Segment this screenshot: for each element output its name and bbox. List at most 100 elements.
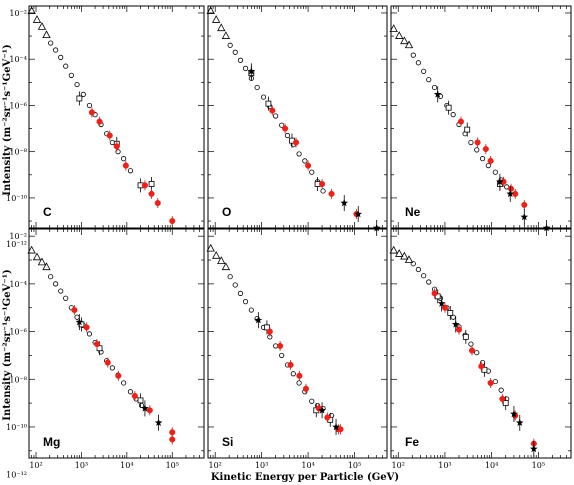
data-point-circle — [53, 47, 59, 53]
data-point-triangle — [217, 23, 226, 32]
data-point-triangle — [400, 251, 409, 260]
data-point-square — [76, 95, 83, 102]
data-point-circle — [273, 113, 279, 119]
data-point-circle — [320, 188, 326, 194]
panel-frame — [28, 5, 205, 229]
data-point-filled — [455, 326, 463, 333]
data-point-circle — [242, 65, 249, 72]
data-point-triangle — [206, 6, 215, 15]
x-tick-label: 10⁴ — [301, 461, 314, 470]
data-point-circle — [468, 341, 474, 347]
data-point-circle — [63, 295, 69, 301]
data-point-filled — [131, 392, 138, 399]
data-point-circle — [121, 380, 127, 386]
data-point-triangle — [42, 262, 51, 271]
data-point-filled — [146, 407, 153, 414]
data-point-triangle — [389, 24, 398, 33]
x-tick-label: 10⁵ — [166, 461, 179, 470]
data-point-star — [332, 422, 340, 431]
data-point-circle — [485, 162, 491, 169]
data-point-filled — [88, 109, 95, 116]
element-label: C — [43, 205, 52, 219]
data-point-circle — [48, 274, 54, 280]
element-label: O — [222, 205, 231, 219]
data-point-circle — [227, 274, 233, 280]
data-point-filled — [499, 395, 506, 402]
data-point-filled — [521, 201, 528, 208]
data-point-square — [148, 181, 155, 187]
data-point-triangle — [37, 22, 47, 30]
data-point-square — [265, 100, 272, 107]
data-point-filled — [71, 306, 78, 314]
data-point-filled — [431, 290, 438, 297]
data-point-circle — [115, 149, 121, 155]
data-point-triangle — [395, 249, 404, 257]
data-point-filled — [302, 385, 310, 392]
x-tick-label: 10⁵ — [348, 461, 361, 470]
data-point-circle — [232, 282, 238, 288]
data-point-triangle — [212, 15, 221, 23]
data-point-star — [433, 90, 442, 98]
data-point-filled — [113, 143, 120, 150]
data-point-square — [445, 104, 452, 111]
data-point-star — [515, 418, 524, 427]
x-tick-label: 10³ — [75, 461, 88, 470]
data-point-star — [506, 189, 515, 198]
data-point-filled — [319, 180, 326, 188]
data-point-filled — [482, 145, 489, 153]
data-point-star — [530, 444, 538, 453]
data-point-circle — [68, 72, 74, 78]
data-point-filled — [169, 436, 176, 443]
data-point-square — [447, 310, 454, 316]
data-point-star — [437, 299, 446, 307]
data-point-filled — [96, 118, 103, 125]
data-point-filled — [468, 347, 476, 354]
data-point-filled — [83, 324, 90, 331]
data-point-triangle — [404, 255, 414, 263]
data-point-filled — [169, 217, 176, 225]
data-point-filled — [141, 182, 148, 189]
data-point-circle — [426, 279, 432, 285]
data-point-filled — [122, 162, 129, 169]
y-tick-label: 10⁻⁴ — [9, 55, 27, 64]
x-tick-label: 10³ — [438, 461, 451, 470]
x-axis-label: Kinetic Energy per Particle (GeV) — [211, 472, 399, 483]
data-point-star — [154, 418, 163, 427]
data-point-filled — [93, 340, 101, 348]
y-tick-label: 10⁻¹² — [6, 471, 27, 480]
data-point-triangle — [212, 250, 221, 259]
data-point-filled — [266, 328, 273, 335]
data-point-circle — [309, 169, 315, 175]
data-point-triangle — [217, 256, 226, 265]
data-point-filled — [106, 132, 113, 139]
data-point-circle — [237, 290, 244, 296]
data-point-filled — [148, 190, 155, 197]
data-point-triangle — [400, 36, 409, 45]
data-point-circle — [296, 380, 302, 386]
element-label: Fe — [405, 435, 419, 449]
data-point-circle — [237, 57, 244, 63]
data-point-square — [462, 333, 469, 340]
data-point-triangle — [389, 245, 398, 254]
data-point-star — [542, 224, 551, 232]
data-point-square — [137, 397, 144, 404]
data-point-circle — [58, 54, 64, 60]
data-point-circle — [279, 122, 285, 128]
data-point-filled — [115, 372, 122, 379]
data-point-circle — [479, 156, 486, 162]
data-point-circle — [232, 49, 238, 55]
data-point-circle — [138, 402, 145, 409]
data-point-star — [141, 404, 149, 412]
data-point-star — [520, 212, 529, 221]
y-tick-label: 10⁻¹² — [6, 240, 27, 249]
data-point-circle — [474, 147, 480, 153]
panel-o: O — [206, 5, 388, 236]
data-point-star — [451, 320, 460, 328]
data-point-circle — [450, 112, 456, 118]
data-point-filled — [305, 162, 312, 169]
data-point-circle — [58, 288, 64, 294]
data-point-circle — [109, 365, 115, 371]
data-point-filled — [507, 185, 515, 192]
data-point-triangle — [27, 245, 36, 254]
